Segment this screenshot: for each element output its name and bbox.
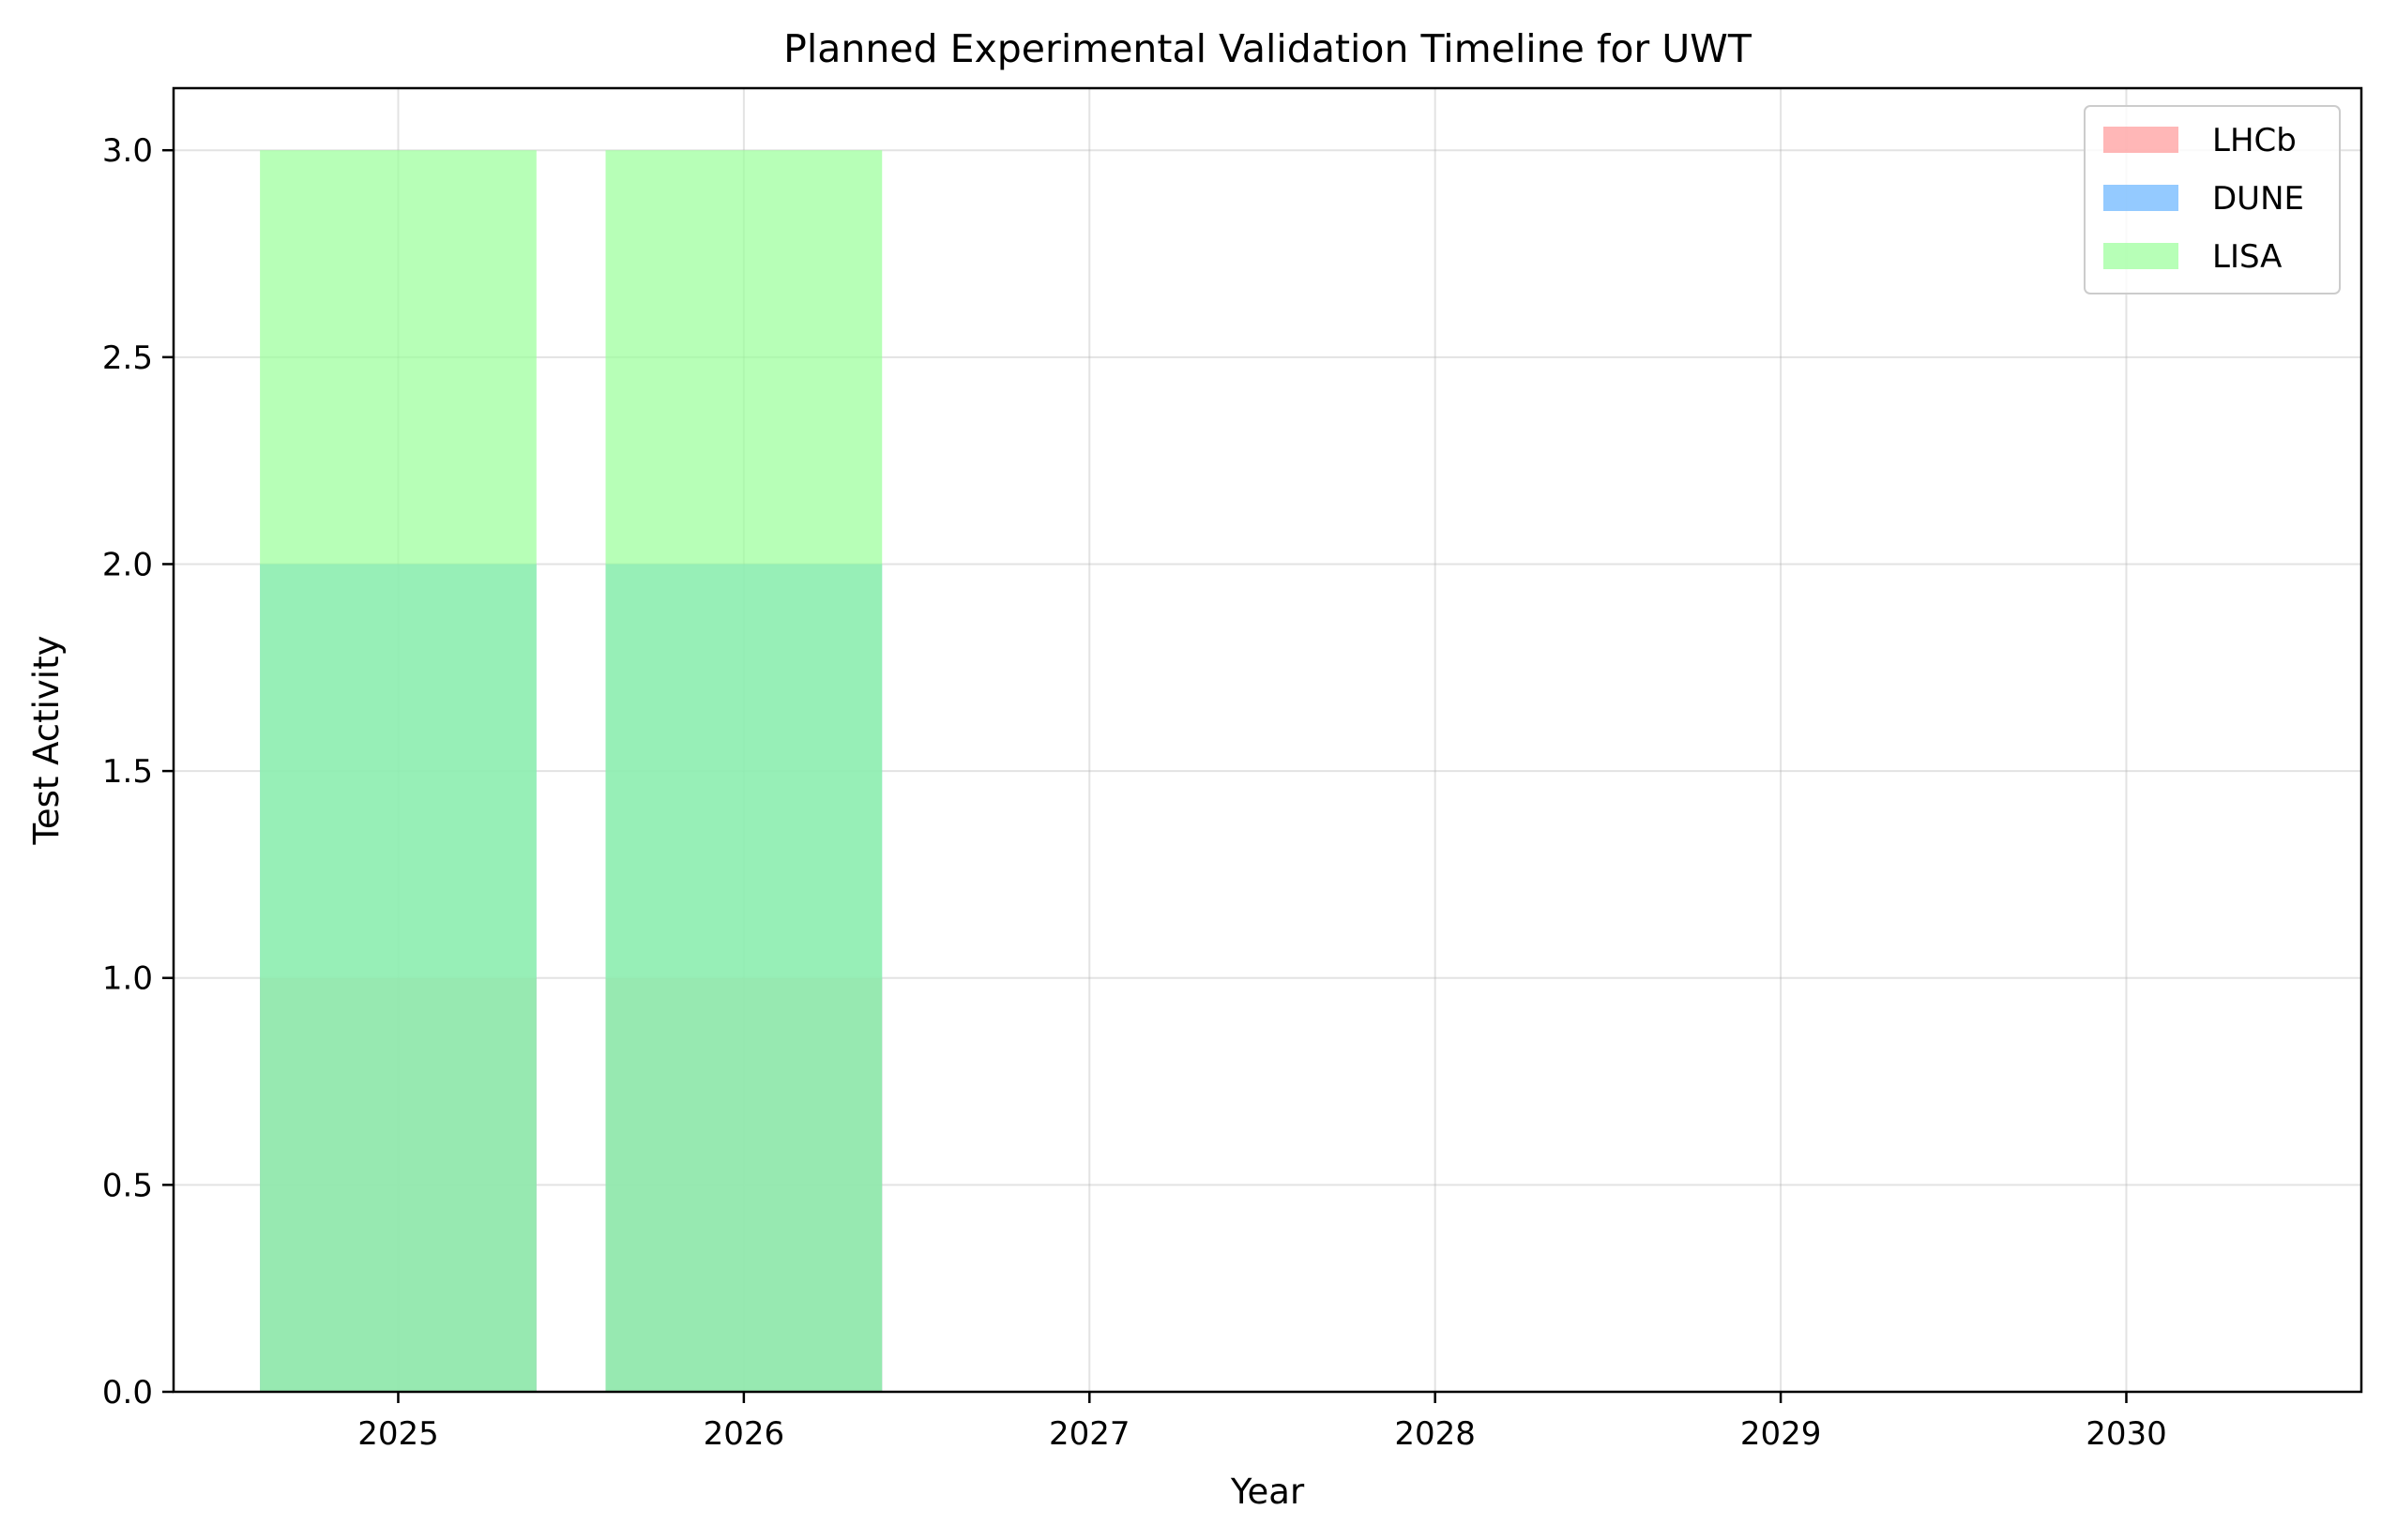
chart-title: Planned Experimental Validation Timeline… [783,26,1752,71]
y-tick-label-1.0: 1.0 [102,960,153,998]
x-tick-label-2025: 2025 [357,1415,439,1453]
legend-label-lisa: LISA [2212,238,2282,276]
y-tick-label-0.5: 0.5 [102,1167,153,1204]
legend-swatch-dune [2103,185,2178,211]
y-tick-label-2.5: 2.5 [102,340,153,377]
legend-label-dune: DUNE [2212,180,2304,218]
legend: LHCb DUNE LISA [2084,105,2341,294]
y-axis-label: Test Activity [26,636,67,846]
y-tick-label-2.0: 2.0 [102,546,153,583]
x-tick-label-2026: 2026 [704,1415,785,1453]
legend-swatch-lhcb [2103,127,2178,153]
x-tick-label-2029: 2029 [1740,1415,1822,1453]
bars [260,150,883,1393]
y-tick-label-3.0: 3.0 [102,132,153,170]
x-tick-label-2030: 2030 [2086,1415,2167,1453]
bar-lisa-2026 [605,150,883,1393]
axis-ticks: 2025 2026 2027 2028 2029 2030 0.0 0.5 1.0 1.5 2.0 2… [102,132,2167,1453]
legend-label-lhcb: LHCb [2212,122,2297,159]
y-tick-label-0.0: 0.0 [102,1374,153,1412]
y-tick-label-1.5: 1.5 [102,753,153,791]
x-axis-label: Year [1230,1472,1305,1512]
x-tick-label-2027: 2027 [1049,1415,1130,1453]
axes-frame [172,86,2363,1394]
legend-swatch-lisa [2103,243,2178,269]
x-tick-label-2028: 2028 [1394,1415,1476,1453]
bar-lisa-2025 [260,150,537,1393]
